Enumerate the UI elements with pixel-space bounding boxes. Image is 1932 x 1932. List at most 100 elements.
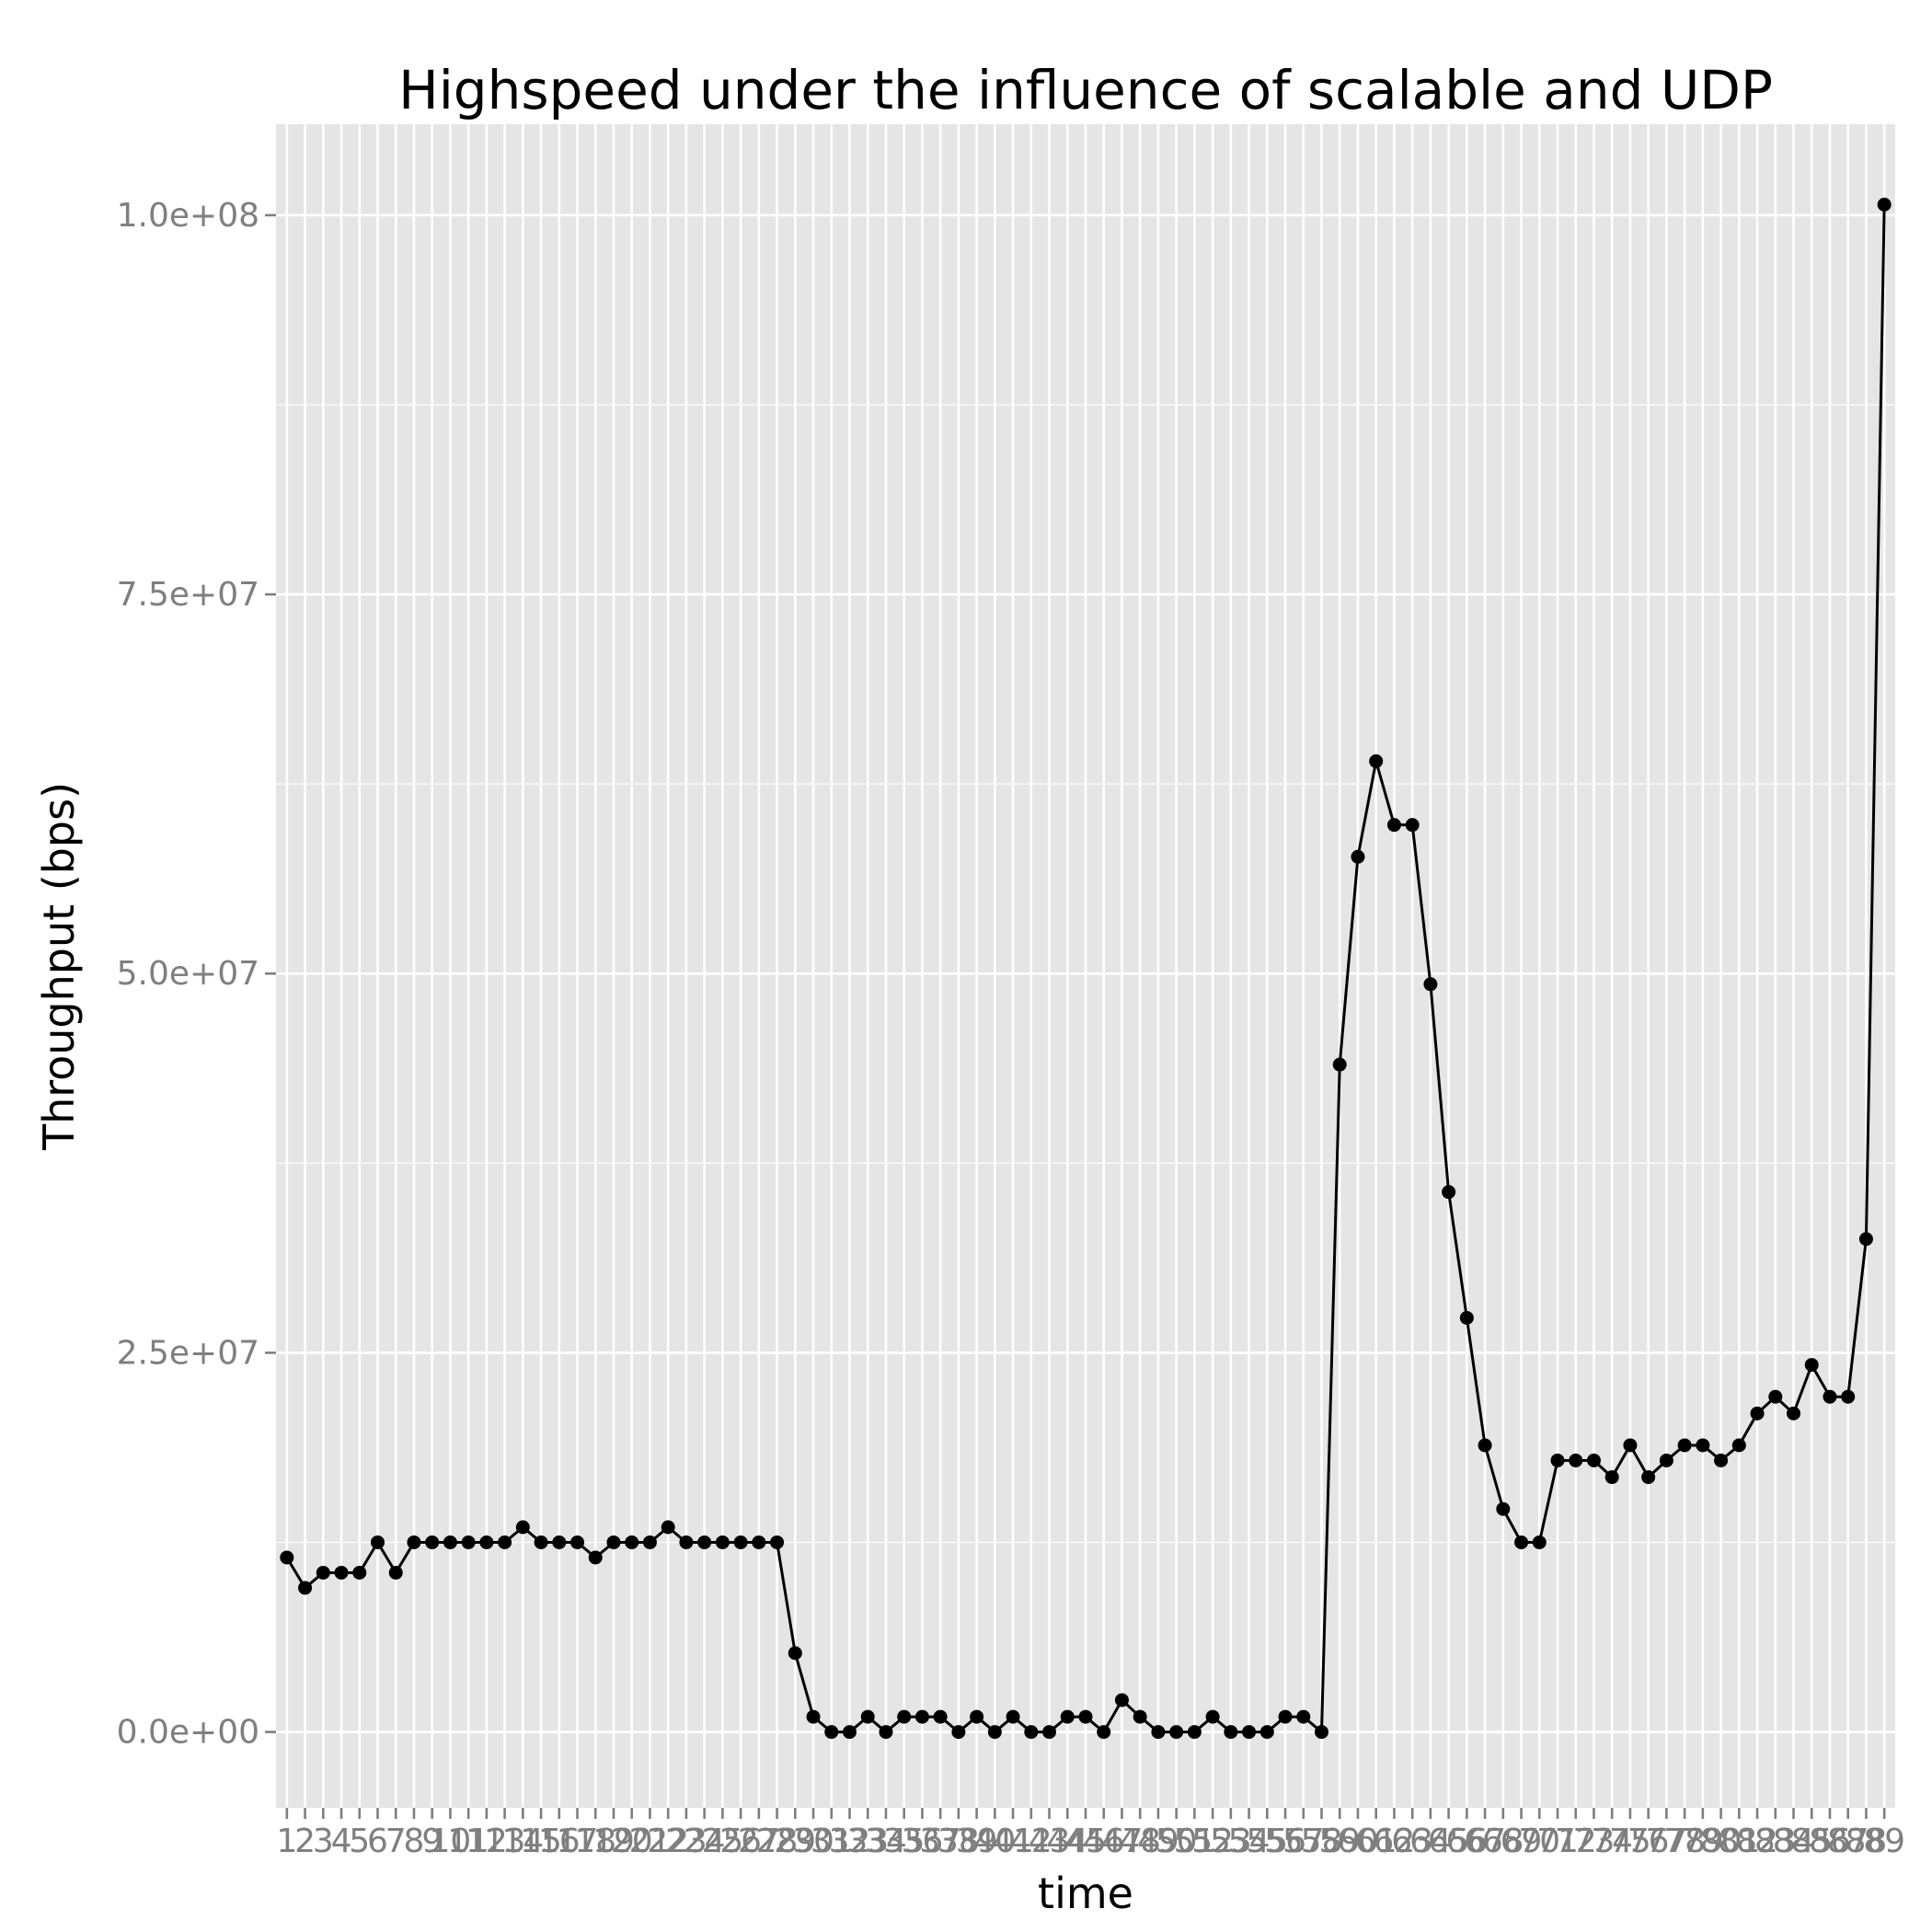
data-point <box>697 1535 712 1549</box>
x-tick-label: 1 <box>276 1823 297 1860</box>
x-tick-label: 82 <box>1736 1823 1778 1860</box>
x-tick-label: 59 <box>1318 1823 1361 1860</box>
x-tick-label: 11 <box>447 1823 489 1860</box>
data-point <box>1586 1453 1601 1467</box>
x-tick-label: 18 <box>574 1823 616 1860</box>
data-point <box>625 1535 639 1549</box>
x-tick-label: 49 <box>1137 1823 1179 1860</box>
data-point <box>1024 1725 1039 1740</box>
x-tick-label: 50 <box>1156 1823 1198 1860</box>
data-point <box>1259 1725 1274 1740</box>
data-point <box>1078 1709 1093 1724</box>
data-point <box>897 1709 912 1724</box>
data-point <box>1114 1693 1129 1708</box>
data-point <box>280 1550 294 1565</box>
x-tick-label: 64 <box>1409 1823 1452 1860</box>
data-point <box>1369 753 1384 768</box>
x-tick-label: 5 <box>349 1823 370 1860</box>
x-tick-label: 26 <box>719 1823 762 1860</box>
x-tick-label: 12 <box>466 1823 508 1860</box>
x-tick-label: 75 <box>1609 1823 1651 1860</box>
data-point <box>515 1520 530 1535</box>
data-point <box>1858 1232 1873 1247</box>
data-point <box>733 1535 748 1549</box>
data-point <box>806 1709 821 1724</box>
x-tick-label: 2 <box>294 1823 316 1860</box>
data-point <box>914 1709 929 1724</box>
x-tick-label: 6 <box>367 1823 388 1860</box>
x-tick-label: 28 <box>756 1823 799 1860</box>
data-point <box>1750 1406 1765 1420</box>
data-point <box>1442 1185 1456 1200</box>
data-point <box>1696 1438 1710 1453</box>
data-point <box>425 1535 440 1549</box>
x-axis: 1234567891011121314151617181920212223242… <box>276 1808 1905 1860</box>
x-tick-label: 76 <box>1627 1823 1670 1860</box>
data-point <box>842 1725 857 1740</box>
x-tick-label: 84 <box>1773 1823 1815 1860</box>
x-tick-label: 4 <box>331 1823 352 1860</box>
data-point <box>1097 1725 1111 1740</box>
x-tick-label: 86 <box>1809 1823 1851 1860</box>
x-tick-label: 73 <box>1573 1823 1616 1860</box>
data-point <box>1315 1725 1329 1740</box>
data-point <box>1532 1535 1547 1549</box>
x-tick-label: 10 <box>430 1823 472 1860</box>
data-point <box>1787 1406 1801 1420</box>
x-tick-label: 41 <box>992 1823 1034 1860</box>
x-tick-label: 44 <box>1046 1823 1088 1860</box>
data-point <box>534 1535 548 1549</box>
x-tick-label: 74 <box>1591 1823 1633 1860</box>
x-tick-label: 55 <box>1246 1823 1288 1860</box>
data-point <box>606 1535 621 1549</box>
x-tick-label: 40 <box>973 1823 1016 1860</box>
data-point <box>987 1725 1002 1740</box>
x-tick-label: 85 <box>1790 1823 1833 1860</box>
data-point <box>1496 1501 1511 1516</box>
data-point <box>1804 1358 1819 1373</box>
data-point <box>1205 1709 1220 1724</box>
data-point <box>1714 1453 1729 1467</box>
x-tick-label: 37 <box>919 1823 961 1860</box>
x-tick-label: 61 <box>1355 1823 1397 1860</box>
data-point <box>788 1646 802 1661</box>
data-point <box>1351 849 1365 864</box>
data-point <box>1677 1438 1692 1453</box>
data-point <box>1478 1438 1492 1453</box>
x-tick-label: 52 <box>1191 1823 1234 1860</box>
data-point <box>1550 1453 1565 1467</box>
data-point <box>1641 1470 1656 1485</box>
data-point <box>752 1535 766 1549</box>
data-point <box>1623 1438 1638 1453</box>
data-point <box>388 1565 403 1580</box>
data-point <box>1731 1438 1746 1453</box>
data-point <box>1659 1453 1673 1467</box>
x-tick-label: 35 <box>883 1823 926 1860</box>
grid-lines <box>276 124 1895 1808</box>
x-tick-label: 33 <box>846 1823 889 1860</box>
data-point <box>1187 1725 1202 1740</box>
x-tick-label: 72 <box>1555 1823 1597 1860</box>
x-tick-label: 46 <box>1083 1823 1125 1860</box>
data-point <box>1006 1709 1020 1724</box>
x-tick-label: 42 <box>1010 1823 1052 1860</box>
x-tick-label: 80 <box>1700 1823 1742 1860</box>
data-point <box>461 1535 476 1549</box>
x-tick-label: 19 <box>592 1823 635 1860</box>
y-tick-label: 1.0e+08 <box>117 197 259 235</box>
x-tick-label: 31 <box>811 1823 853 1860</box>
data-point <box>770 1535 785 1549</box>
data-point <box>1841 1389 1856 1404</box>
x-tick-label: 45 <box>1064 1823 1107 1860</box>
data-point <box>1386 818 1401 833</box>
data-point <box>1278 1709 1293 1724</box>
x-tick-label: 71 <box>1536 1823 1579 1860</box>
x-tick-label: 9 <box>421 1823 443 1860</box>
data-point <box>1405 818 1420 833</box>
data-point <box>352 1565 367 1580</box>
x-tick-label: 89 <box>1863 1823 1905 1860</box>
x-tick-label: 16 <box>538 1823 581 1860</box>
y-tick-label: 0.0e+00 <box>117 1714 259 1752</box>
data-point <box>1169 1725 1184 1740</box>
x-tick-label: 17 <box>557 1823 599 1860</box>
